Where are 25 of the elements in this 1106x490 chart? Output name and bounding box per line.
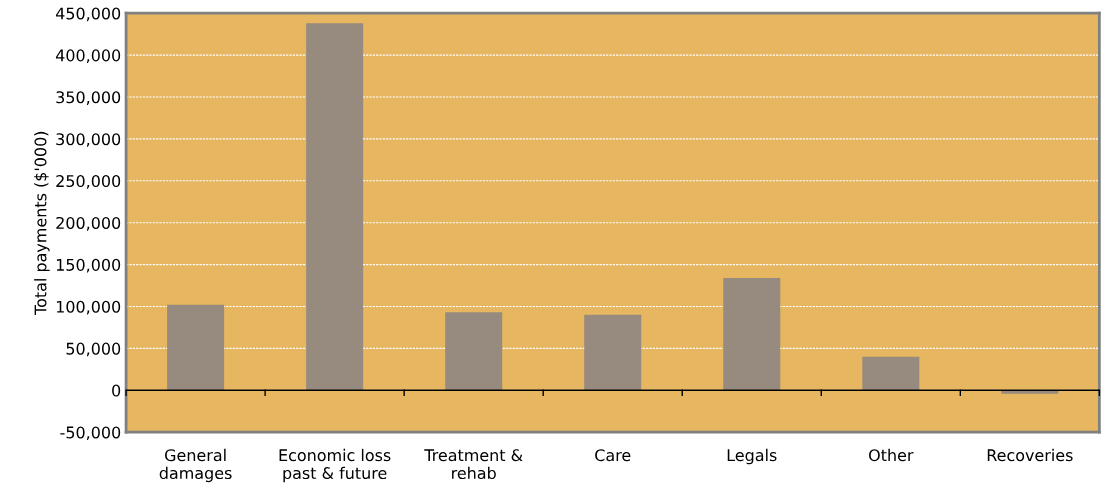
y-tick-label: -50,000: [60, 426, 121, 441]
y-axis-title: Total payments ($'000): [34, 131, 50, 315]
x-tick-label: Care: [595, 449, 631, 462]
y-tick-label: 350,000: [56, 91, 121, 105]
bar: [306, 23, 364, 391]
bar: [862, 356, 920, 391]
bar: [584, 314, 642, 391]
x-tick-label: Other: [869, 448, 914, 462]
y-tick-label: 450,000: [55, 7, 121, 22]
x-tick-label: Treatment & rehab: [424, 449, 523, 480]
y-tick-label: 250,000: [56, 175, 121, 189]
x-tick-label: Economic loss past & future: [279, 448, 391, 483]
x-tick-label: General damages: [159, 448, 232, 483]
y-tick-label: 300,000: [56, 133, 121, 147]
y-tick-label: 150,000: [56, 258, 121, 273]
bar: [723, 278, 781, 391]
y-tick-label: 50,000: [66, 342, 121, 357]
y-tick-label: 100,000: [56, 300, 121, 315]
x-tick-label: Legals: [727, 448, 777, 465]
bar: [445, 312, 503, 391]
y-tick-label: 0: [112, 384, 121, 397]
y-tick-label: 400,000: [55, 49, 121, 64]
x-tick-label: Recoveries: [987, 448, 1073, 462]
bar: [167, 304, 225, 391]
y-tick-label: 200,000: [56, 216, 121, 231]
